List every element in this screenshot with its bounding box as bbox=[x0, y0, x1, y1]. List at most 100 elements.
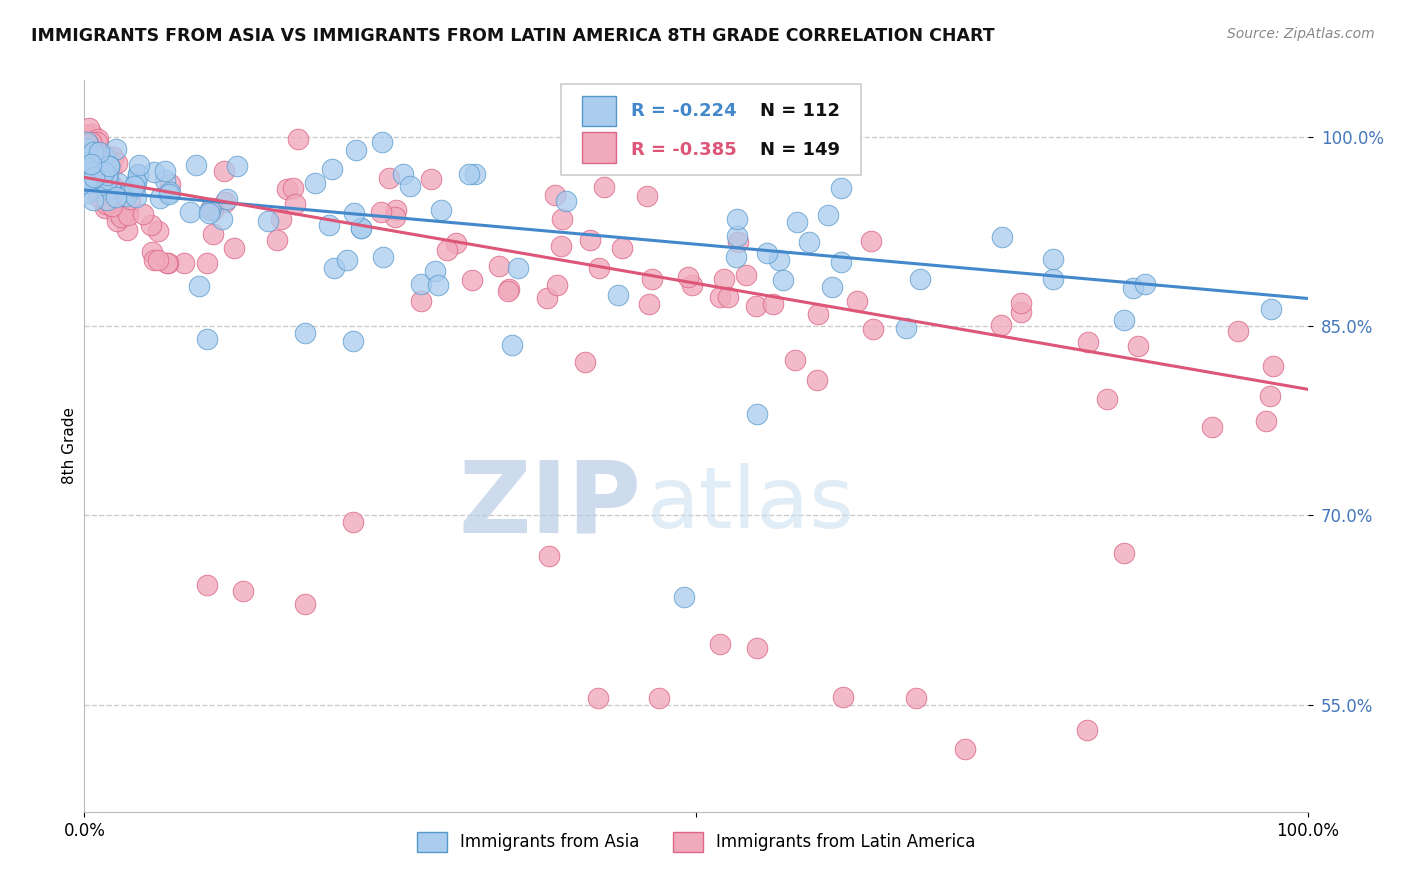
Point bbox=[201, 203, 224, 218]
Point bbox=[100, 189, 122, 203]
Point bbox=[79, 138, 101, 153]
Point bbox=[76, 167, 98, 181]
Point bbox=[214, 164, 236, 178]
Point bbox=[122, 178, 145, 193]
Point bbox=[79, 132, 101, 146]
Point bbox=[80, 172, 103, 186]
Point bbox=[1114, 313, 1136, 327]
Point bbox=[786, 215, 808, 229]
Point bbox=[153, 164, 176, 178]
Point bbox=[96, 193, 118, 207]
Point bbox=[87, 173, 110, 187]
Point bbox=[894, 321, 917, 335]
Point bbox=[446, 236, 468, 251]
Point bbox=[77, 176, 100, 190]
Point bbox=[588, 260, 610, 275]
Point bbox=[84, 145, 107, 160]
Point bbox=[91, 185, 114, 199]
Point bbox=[77, 121, 100, 136]
Point bbox=[321, 162, 343, 177]
Point bbox=[84, 160, 107, 174]
Point bbox=[488, 260, 510, 274]
Point bbox=[195, 578, 218, 592]
Point bbox=[294, 597, 316, 611]
Point bbox=[1254, 414, 1277, 428]
Point bbox=[672, 591, 695, 605]
Point bbox=[97, 195, 120, 210]
Point bbox=[579, 234, 602, 248]
Point bbox=[1095, 392, 1118, 406]
Point bbox=[378, 170, 401, 185]
Text: Source: ZipAtlas.com: Source: ZipAtlas.com bbox=[1227, 27, 1375, 41]
Point bbox=[80, 157, 103, 171]
Text: R = -0.224: R = -0.224 bbox=[631, 102, 737, 120]
Point bbox=[727, 235, 749, 249]
Point bbox=[117, 223, 139, 237]
Point bbox=[756, 246, 779, 260]
Point bbox=[103, 179, 125, 194]
Point bbox=[79, 161, 101, 176]
Point bbox=[323, 261, 346, 276]
Point bbox=[797, 235, 820, 249]
Point bbox=[97, 160, 120, 174]
Point bbox=[86, 135, 108, 149]
Point bbox=[294, 326, 316, 340]
Point bbox=[725, 211, 748, 226]
Point bbox=[105, 206, 128, 220]
Point bbox=[724, 251, 747, 265]
Point bbox=[905, 691, 928, 706]
Point bbox=[681, 277, 703, 292]
Point bbox=[336, 253, 359, 268]
Point bbox=[1201, 420, 1223, 434]
Point bbox=[125, 190, 148, 204]
Point bbox=[745, 299, 768, 313]
Point bbox=[638, 296, 661, 310]
Point bbox=[735, 268, 758, 282]
Point bbox=[80, 171, 103, 186]
Point bbox=[105, 156, 128, 170]
Point bbox=[725, 228, 748, 243]
Point bbox=[93, 163, 115, 178]
Point bbox=[96, 168, 118, 182]
Point bbox=[76, 151, 98, 165]
Point bbox=[107, 204, 129, 219]
Point bbox=[762, 297, 785, 311]
Point bbox=[735, 156, 758, 170]
Point bbox=[75, 139, 97, 153]
Text: N = 149: N = 149 bbox=[759, 141, 839, 159]
Point bbox=[862, 322, 884, 336]
Point bbox=[139, 218, 162, 232]
Point bbox=[76, 168, 98, 182]
Point bbox=[217, 192, 239, 206]
Point bbox=[101, 199, 124, 213]
Point bbox=[84, 163, 107, 178]
Point bbox=[211, 211, 233, 226]
Point bbox=[420, 171, 443, 186]
Point bbox=[1258, 389, 1281, 403]
Point bbox=[115, 186, 138, 200]
Point bbox=[276, 182, 298, 196]
Point bbox=[82, 145, 104, 159]
Point bbox=[84, 161, 107, 175]
Point bbox=[149, 191, 172, 205]
Point bbox=[87, 145, 110, 159]
Point bbox=[506, 261, 529, 276]
Point bbox=[107, 176, 129, 190]
Point bbox=[1128, 338, 1150, 352]
Point bbox=[256, 213, 278, 227]
Point bbox=[101, 149, 124, 163]
Point bbox=[90, 159, 112, 173]
Point bbox=[198, 206, 221, 220]
Point bbox=[156, 256, 179, 270]
Point bbox=[195, 256, 218, 270]
Point bbox=[83, 136, 105, 150]
Point bbox=[399, 178, 422, 193]
Point bbox=[143, 253, 166, 268]
Point bbox=[641, 272, 664, 286]
Point bbox=[551, 211, 574, 226]
FancyBboxPatch shape bbox=[561, 84, 860, 176]
Point bbox=[75, 141, 97, 155]
Point bbox=[200, 201, 222, 215]
Point bbox=[538, 549, 561, 563]
Point bbox=[846, 294, 869, 309]
